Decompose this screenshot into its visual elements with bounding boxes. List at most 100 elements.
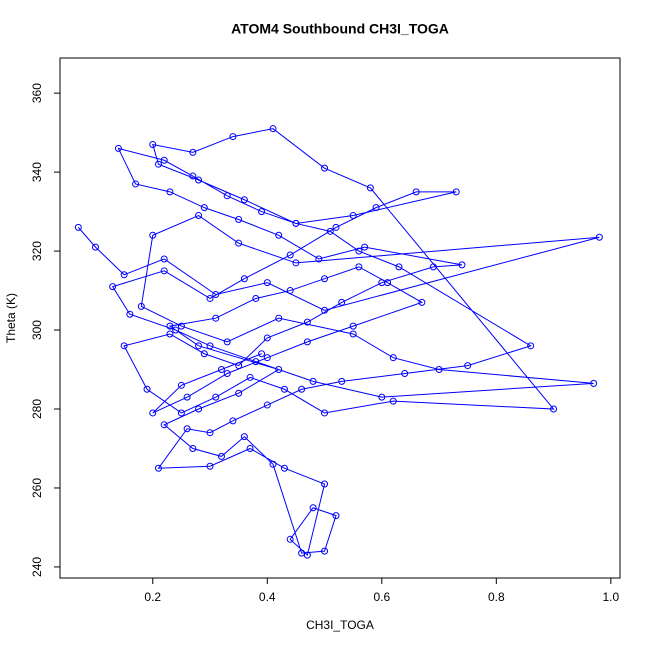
data-point	[252, 358, 260, 366]
data-point	[206, 342, 214, 350]
x-tick-label: 0.4	[259, 590, 276, 604]
data-point	[321, 306, 329, 314]
data-point	[412, 188, 420, 196]
x-tick-label: 0.2	[144, 590, 161, 604]
data-point	[309, 504, 317, 512]
plot-frame	[59, 57, 621, 579]
data-point	[321, 480, 329, 488]
data-point	[149, 409, 157, 417]
data-point	[212, 314, 220, 322]
data-point	[200, 204, 208, 212]
data-point	[166, 322, 174, 330]
data-point	[189, 148, 197, 156]
data-point	[223, 369, 231, 377]
data-point	[298, 549, 306, 557]
data-point	[149, 140, 157, 148]
data-point	[280, 385, 288, 393]
data-point	[418, 298, 426, 306]
y-axis-label: Theta (K)	[4, 293, 18, 343]
x-tick-label: 1.0	[602, 590, 619, 604]
data-line	[77, 128, 600, 557]
data-point	[172, 326, 180, 334]
data-point	[246, 373, 254, 381]
data-point	[527, 342, 535, 350]
y-tick-label: 260	[30, 478, 44, 498]
data-point	[160, 156, 168, 164]
data-point	[240, 196, 248, 204]
data-point	[114, 144, 122, 152]
data-point	[321, 547, 329, 555]
data-point	[384, 279, 392, 287]
data-point	[263, 401, 271, 409]
data-point	[195, 342, 203, 350]
data-point	[355, 263, 363, 271]
data-point	[275, 314, 283, 322]
data-point	[160, 421, 168, 429]
data-point	[183, 425, 191, 433]
x-axis-label: CH3I_TOGA	[306, 618, 374, 632]
data-point	[395, 263, 403, 271]
data-point	[223, 338, 231, 346]
data-point	[378, 393, 386, 401]
data-point	[132, 180, 140, 188]
y-tick-label: 340	[30, 162, 44, 182]
data-point	[550, 405, 558, 413]
data-point	[280, 464, 288, 472]
data-point	[212, 393, 220, 401]
data-point	[92, 243, 100, 251]
data-point	[246, 444, 254, 452]
data-point	[269, 460, 277, 468]
data-point	[189, 172, 197, 180]
data-point	[298, 385, 306, 393]
data-point	[235, 389, 243, 397]
data-point	[126, 310, 134, 318]
data-point	[401, 369, 409, 377]
data-point	[206, 429, 214, 437]
y-tick-label: 240	[30, 557, 44, 577]
data-point	[332, 223, 340, 231]
data-point	[195, 176, 203, 184]
data-point	[263, 279, 271, 287]
data-point	[338, 377, 346, 385]
data-point	[292, 219, 300, 227]
data-point	[275, 231, 283, 239]
data-point	[235, 215, 243, 223]
data-point	[120, 271, 128, 279]
data-point	[189, 444, 197, 452]
data-point	[177, 409, 185, 417]
data-point	[177, 322, 185, 330]
data-point	[229, 133, 237, 141]
data-point	[452, 188, 460, 196]
data-point	[590, 379, 598, 387]
data-point	[315, 255, 323, 263]
data-point	[229, 417, 237, 425]
data-point	[166, 188, 174, 196]
data-point	[240, 433, 248, 441]
data-point	[372, 204, 380, 212]
data-point	[200, 350, 208, 358]
data-point	[120, 342, 128, 350]
data-point	[235, 239, 243, 247]
data-point	[160, 267, 168, 275]
y-tick-label: 280	[30, 399, 44, 419]
data-point	[464, 362, 472, 370]
data-point	[286, 287, 294, 295]
data-point	[74, 223, 82, 231]
data-point	[321, 164, 329, 172]
chart-title: ATOM4 Southbound CH3I_TOGA	[231, 21, 449, 37]
data-point	[338, 298, 346, 306]
data-point	[217, 452, 225, 460]
data-point	[275, 366, 283, 374]
y-tick-label: 300	[30, 320, 44, 340]
data-point	[286, 535, 294, 543]
data-point	[235, 362, 243, 370]
data-point	[137, 302, 145, 310]
data-point	[263, 334, 271, 342]
x-tick-label: 0.8	[488, 590, 505, 604]
data-point	[154, 464, 162, 472]
data-point	[160, 255, 168, 263]
data-point	[349, 212, 357, 220]
data-point	[595, 233, 603, 241]
data-point	[349, 330, 357, 338]
data-point	[429, 263, 437, 271]
